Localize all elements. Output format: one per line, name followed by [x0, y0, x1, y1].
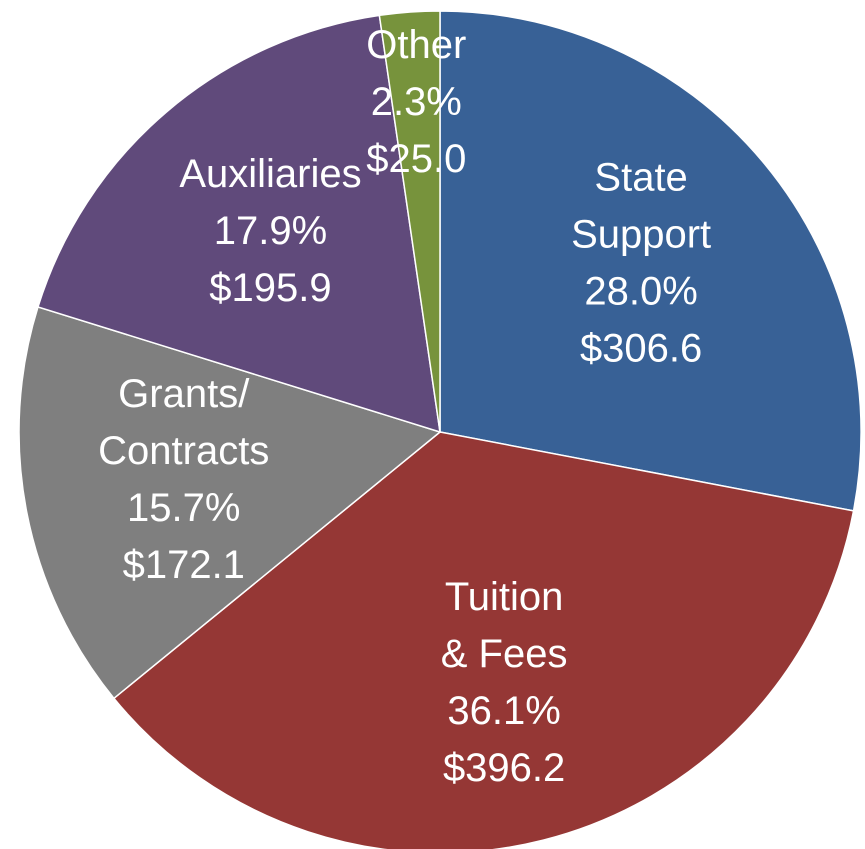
slice-label: 17.9% — [214, 209, 327, 253]
slice-label: $396.2 — [443, 746, 565, 790]
pie-slice — [378, 10, 441, 433]
slice-label: 15.7% — [127, 486, 240, 530]
slice-label: Other — [366, 23, 466, 67]
pie-slice — [112, 431, 855, 849]
slice-label: Tuition — [445, 575, 564, 619]
slice-label: $195.9 — [209, 266, 331, 310]
slice-label: 2.3% — [371, 80, 462, 124]
slice-label: 36.1% — [447, 689, 560, 733]
slice-label: Grants/ — [118, 372, 250, 416]
pie-slice — [18, 306, 442, 700]
pie-slice — [439, 10, 862, 512]
slice-label: $172.1 — [123, 543, 245, 587]
pie-slice — [37, 14, 441, 434]
slice-label: & Fees — [441, 632, 568, 676]
slice-label: Contracts — [98, 429, 269, 473]
slice-label: Support — [571, 213, 711, 257]
slice-label: $25.0 — [366, 137, 466, 181]
slice-label: Auxiliaries — [179, 152, 361, 196]
slice-label: State — [594, 156, 687, 200]
slice-label: 28.0% — [584, 270, 697, 314]
slice-label: $306.6 — [580, 327, 702, 371]
